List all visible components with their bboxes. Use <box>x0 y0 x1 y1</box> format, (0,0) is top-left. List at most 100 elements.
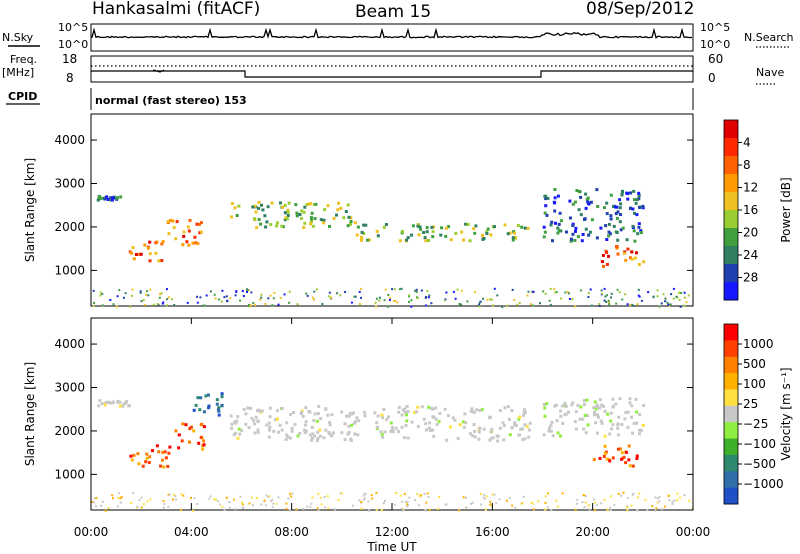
velocity-pixel <box>247 426 251 430</box>
power-pixel <box>543 211 547 215</box>
velocity-pixel <box>167 505 170 508</box>
velocity-pixel <box>554 403 558 407</box>
velocity-pixel <box>624 461 628 465</box>
velocity-pixel <box>328 423 332 427</box>
power-pixel <box>652 296 655 299</box>
velocity-pixel <box>456 436 460 440</box>
velocity-pixel <box>471 501 474 504</box>
velocity-pixel <box>611 423 615 427</box>
velocity-pixel <box>136 452 140 456</box>
power-pixel <box>322 221 326 225</box>
power-pixel <box>400 287 403 290</box>
velocity-pixel <box>324 506 326 509</box>
velocity-pixel <box>446 414 450 418</box>
velocity-pixel <box>382 502 385 504</box>
velocity-pixel <box>424 422 428 426</box>
power-pixel <box>445 291 448 294</box>
velocity-pixel <box>362 498 365 501</box>
power-pixel <box>464 222 468 226</box>
velocity-pixel <box>180 439 184 443</box>
velocity-pixel <box>295 508 298 511</box>
power-pixel <box>526 294 529 297</box>
power-pixel <box>664 297 667 300</box>
power-pixel <box>310 211 314 215</box>
power-frame <box>90 113 694 307</box>
velocity-pixel <box>209 495 212 498</box>
velocity-pixel <box>617 492 620 495</box>
velocity-pixel <box>606 509 609 511</box>
power-pixel <box>328 224 331 228</box>
power-pixel <box>306 294 309 297</box>
velocity-pixel <box>567 410 570 414</box>
power-pixel <box>462 238 465 242</box>
velocity-pixel <box>268 415 272 419</box>
velocity-pixel <box>214 498 217 501</box>
velocity-pixel <box>159 464 163 468</box>
power-pixel <box>631 303 634 306</box>
power-pixel <box>309 222 312 226</box>
power-pixel <box>571 232 575 236</box>
power-pixel <box>426 289 429 292</box>
power-ylabel: Slant Range [km] <box>23 158 37 262</box>
velocity-pixel <box>553 404 557 408</box>
velocity-pixel <box>644 498 647 501</box>
velocity-pixel <box>511 504 514 507</box>
velocity-pixel <box>268 425 272 429</box>
power-pixel <box>424 296 427 299</box>
velocity-pixel <box>426 492 429 495</box>
velocity-colorbar-segment <box>724 454 738 472</box>
velocity-pixel <box>598 456 602 460</box>
power-pixel <box>587 296 590 298</box>
velocity-pixel <box>371 497 374 500</box>
power-pixel <box>549 303 552 306</box>
power-pixel <box>270 201 274 205</box>
power-pixel <box>474 291 477 294</box>
power-pixel <box>486 227 490 231</box>
power-pixel <box>633 256 637 260</box>
power-pixel <box>616 288 619 291</box>
velocity-pixel <box>502 424 506 427</box>
velocity-pixel <box>117 496 120 499</box>
power-pixel <box>618 206 622 210</box>
velocity-pixel <box>288 436 292 440</box>
velocity-pixel <box>485 495 488 498</box>
power-pixel <box>296 303 299 306</box>
velocity-pixel <box>193 497 196 500</box>
velocity-pixel <box>234 431 237 435</box>
velocity-pixel <box>624 410 628 414</box>
power-pixel <box>419 227 423 231</box>
velocity-pixel <box>319 417 323 421</box>
power-pixel <box>302 210 306 214</box>
x-tick-label: 08:00 <box>274 525 309 539</box>
velocity-pixel <box>626 506 629 509</box>
power-pixel <box>603 206 606 210</box>
power-pixel <box>335 213 338 217</box>
velocity-pixel <box>215 398 219 402</box>
velocity-pixel <box>199 396 203 400</box>
velocity-pixel <box>293 423 297 427</box>
power-pixel <box>264 225 268 229</box>
velocity-pixel <box>265 494 268 497</box>
velocity-pixel <box>199 435 203 439</box>
velocity-pixel <box>688 499 691 502</box>
velocity-colorbar-label: −100 <box>743 437 776 451</box>
power-pixel <box>670 293 673 296</box>
power-pixel <box>199 230 203 234</box>
velocity-pixel <box>142 503 145 506</box>
velocity-pixel <box>345 414 348 418</box>
velocity-colorbar-segment <box>724 405 738 423</box>
velocity-pixel <box>470 407 474 411</box>
power-pixel <box>482 237 486 240</box>
power-pixel <box>330 296 333 299</box>
velocity-pixel <box>304 406 308 410</box>
velocity-pixel <box>432 415 436 419</box>
power-pixel <box>458 303 461 305</box>
power-pixel <box>466 300 469 303</box>
nave-tick-bottom: 0 <box>708 71 716 85</box>
power-pixel <box>678 291 680 294</box>
power-pixel <box>478 303 481 306</box>
velocity-pixel <box>610 495 613 498</box>
velocity-pixel <box>237 427 241 431</box>
velocity-pixel <box>445 503 448 506</box>
velocity-pixel <box>461 420 465 424</box>
